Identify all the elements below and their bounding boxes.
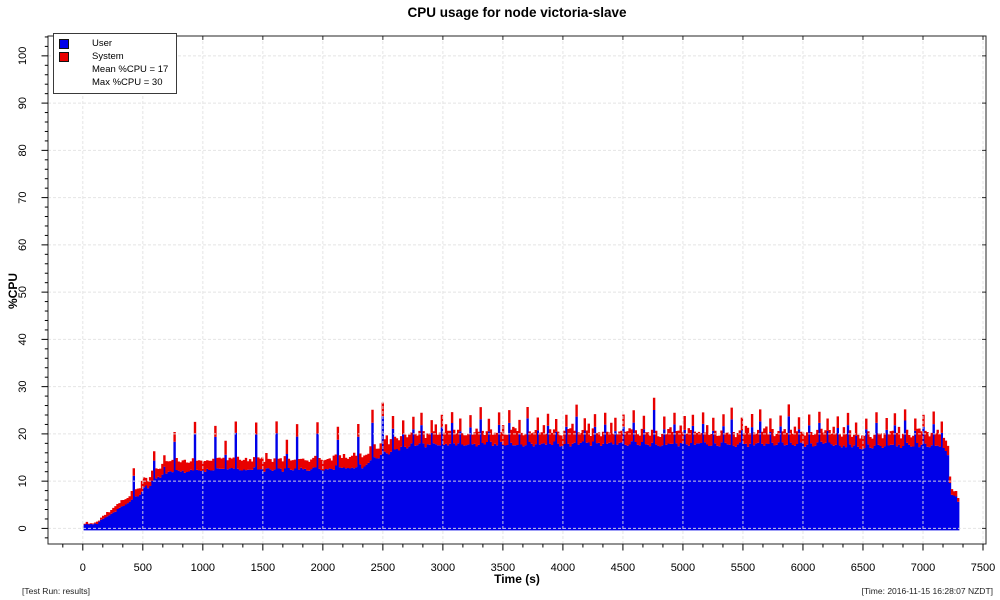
y-tick-label: 60: [17, 239, 29, 251]
x-tick-label: 1000: [191, 562, 215, 574]
x-tick-label: 2000: [311, 562, 335, 574]
stacked-area-series: [83, 397, 960, 531]
y-tick-label: 40: [17, 333, 29, 345]
legend-mean-stat: Mean %CPU = 17: [92, 64, 169, 75]
x-axis-label: Time (s): [494, 572, 540, 586]
x-tick-label: 6500: [851, 562, 875, 574]
x-tick-label: 4500: [611, 562, 635, 574]
y-tick-label: 70: [17, 191, 29, 203]
x-tick-label: 3500: [491, 562, 515, 574]
x-tick-label: 5500: [731, 562, 755, 574]
x-tick-label: 6000: [791, 562, 815, 574]
grid-lines: [48, 36, 986, 544]
test-run-footer: [Test Run: results]: [22, 586, 91, 596]
timestamp-footer: [Time: 2016-11-15 16:28:07 NZDT]: [861, 586, 993, 596]
legend: User System Mean %CPU = 17 Max %CPU = 30: [53, 33, 177, 94]
legend-item-system: System: [54, 50, 176, 63]
x-tick-label: 4000: [551, 562, 575, 574]
y-tick-label: 10: [17, 475, 29, 487]
legend-system-label: System: [92, 51, 124, 62]
x-tick-label: 7000: [911, 562, 935, 574]
tick-labels: 0 500 1000 1500 2000 2500 3000 3500 4000 4500 5000…: [17, 47, 995, 574]
x-tick-label: 3000: [431, 562, 455, 574]
y-tick-label: 30: [17, 381, 29, 393]
y-tick-label: 80: [17, 144, 29, 156]
legend-max-stat: Max %CPU = 30: [92, 77, 163, 88]
user-series-swatch: [59, 39, 69, 49]
legend-item-user: User: [54, 37, 176, 50]
x-tick-label: 5000: [671, 562, 695, 574]
x-tick-label: 500: [134, 562, 152, 574]
x-tick-label: 2500: [371, 562, 395, 574]
x-tick-label: 1500: [251, 562, 275, 574]
y-tick-label: 90: [17, 97, 29, 109]
system-area: [83, 397, 960, 525]
y-tick-label: 0: [17, 525, 29, 531]
y-tick-label: 50: [17, 286, 29, 298]
chart-title: CPU usage for node victoria-slave: [407, 5, 627, 20]
x-tick-label: 0: [80, 562, 86, 574]
system-series-swatch: [59, 52, 69, 62]
user-area: [83, 410, 960, 531]
y-tick-label: 100: [17, 47, 29, 65]
x-tick-label: 7500: [971, 562, 995, 574]
y-axis-label: %CPU: [6, 273, 20, 310]
y-tick-label: 20: [17, 428, 29, 440]
legend-user-label: User: [92, 38, 113, 49]
